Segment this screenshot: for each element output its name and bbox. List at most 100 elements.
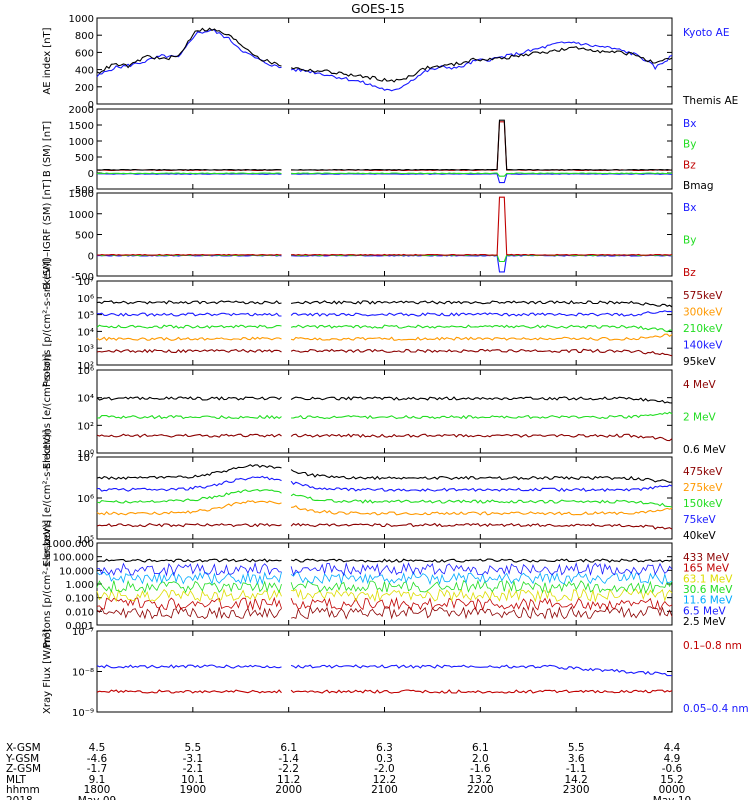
x-axis-value: -1.6 [470,763,491,775]
x-axis-value: 2000 [275,784,302,796]
x-axis-value: 2100 [371,784,398,796]
legend-entry: Bz [683,267,696,279]
y-tick-label: 500 [75,153,94,164]
legend-entry: 575keV [683,290,723,302]
x-axis-row-label: MLT [6,774,26,786]
series-line [96,605,673,620]
panel-frame [96,280,673,366]
legend-entry: 30.6 MeV [683,584,733,596]
x-axis-value: 2300 [563,784,590,796]
series-line [96,324,673,333]
series-line [96,310,673,317]
y-tick-label: 800 [75,31,94,42]
y-axis-label: AE index [nT] [42,27,53,94]
y-tick-label: 10⁴ [77,327,94,338]
series-line [96,561,673,577]
x-axis-value: -1.7 [87,763,108,775]
x-axis-value: 1800 [84,784,111,796]
legend-entry: 95keV [683,356,717,368]
panel-5: 10⁵ 10⁶ 10⁷ Electrons [e/(cm²-s-sr-keV)] 475… [42,429,723,566]
y-tick-label: 500 [75,231,94,242]
legend-entry: 2 MeV [683,412,717,424]
series-line [96,489,673,508]
x-axis-value: 4.9 [664,753,681,765]
y-tick-label: 0.001 [65,621,94,632]
y-tick-label: 10⁰ [77,449,94,460]
legend-entry: 475keV [683,466,723,478]
y-tick-label: 10² [77,421,94,432]
panel-0: 0 200 400 600 800 1000 AE index [nT] Kyoto AE Th… [42,14,738,111]
x-axis-value: 0.3 [376,753,393,765]
y-tick-label: -500 [71,185,94,196]
x-axis-value: 14.2 [564,774,587,786]
x-axis-value: 6.1 [280,742,297,754]
panel-frame [96,630,673,713]
x-axis-value: 5.5 [568,742,585,754]
legend-entry: 63.1 MeV [683,573,733,585]
x-axis-value: 2.0 [472,753,489,765]
series-line [96,522,673,530]
y-tick-label: 1500 [69,189,94,200]
series-line [96,464,673,483]
y-tick-label: 10³ [77,344,94,355]
series-line [97,196,673,256]
legend-entry: By [683,139,696,151]
y-axis-label: Electrons [e/(cm²-s-sr-keV)] [42,429,53,566]
panel-frame [96,17,673,105]
y-tick-label: 0 [88,169,94,180]
legend-entry: 40keV [683,530,717,542]
series-line [96,664,673,677]
x-axis-value: May 10 [653,795,691,800]
y-tick-label: 10⁻⁹ [72,708,94,719]
x-axis-value: 6.3 [376,742,393,754]
legend-entry: 0.05–0.4 nm [683,703,749,715]
x-axis-value: 13.2 [469,774,492,786]
y-tick-label: 1000 [69,210,94,221]
legend-entry: 4 MeV [683,379,717,391]
panel-6: 0.001 0.010 0.100 1.000 10.000 100.000 1000.00… [42,520,733,648]
legend-entry: 140keV [683,340,723,352]
legend-entry: 150keV [683,498,723,510]
series-line [96,254,672,273]
x-axis-row-label: Z-GSM [6,763,41,775]
legend-entry: 165 MeV [683,563,730,575]
legend-entry: 6.5 MeV [683,605,727,617]
legend-entry: 0.6 MeV [683,444,727,456]
y-tick-label: 10² [77,361,94,372]
legend-entry: 2.5 MeV [683,616,727,628]
x-axis-row-label: X-GSM [6,742,41,754]
x-axis-value: -1.1 [566,763,587,775]
series-line [96,689,673,694]
x-axis-value: 15.2 [660,774,683,786]
x-axis-value: 3.6 [568,753,585,765]
y-axis-label: B (SM)–IGRF (SM) [nT] [42,179,53,290]
y-tick-label: 1.000 [65,580,94,591]
legend-entry: Bmag [683,180,714,192]
panel-3: 10² 10³ 10⁴ 10⁵ 10⁶ 10⁷ Protons [p/(cm²-s-sr-k… [42,259,723,387]
y-tick-label: 1000.000 [46,539,94,550]
y-tick-label: 10⁶ [77,294,94,305]
series-line [96,588,673,603]
legend-entry: Bz [683,159,696,171]
y-tick-label: 600 [75,48,94,59]
series-line [96,433,673,442]
series-line [96,411,673,420]
y-tick-label: 0 [88,100,94,111]
series-line [96,119,673,171]
panel-1: -500 0 500 1000 1500 2000 B (SM) [nT] Bx By Bz Bma… [42,105,714,196]
x-axis-value: 1900 [179,784,206,796]
legend-entry: 0.1–0.8 nm [683,640,742,652]
y-tick-label: 10⁷ [77,453,94,464]
y-axis-label: Protons [p/(cm²-s-sr-keV)] [42,259,53,387]
x-axis-row-label: 2018 [6,795,33,800]
plot-title: GOES-15 [351,2,405,16]
series-line [96,571,673,586]
panel-frame [96,369,673,454]
x-axis-value: -4.6 [87,753,108,765]
legend-entry: 75keV [683,514,717,526]
legend-entry: Themis AE [682,95,738,107]
x-axis-value: 11.2 [277,774,300,786]
series-line [96,172,673,177]
x-axis-value: -3.1 [183,753,204,765]
y-tick-label: 10⁵ [77,535,94,546]
